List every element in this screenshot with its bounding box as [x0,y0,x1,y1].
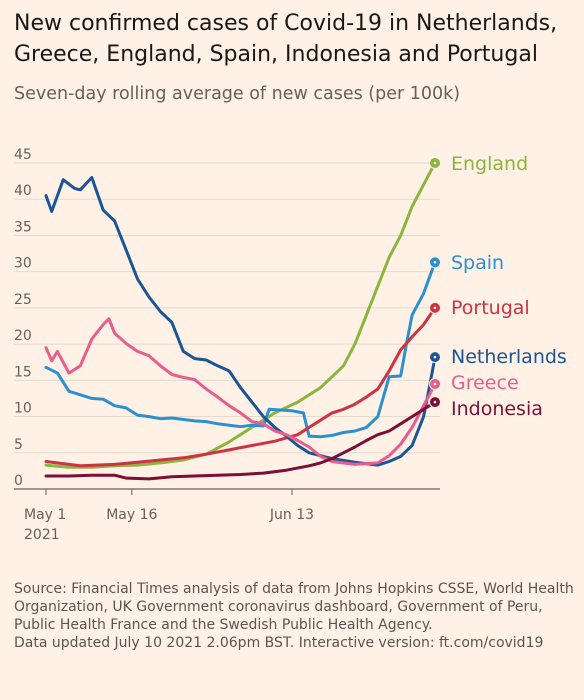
x-tick-label: May 16 [106,507,157,523]
series-line-netherlands [44,176,437,467]
source-text: Source: Financial Times analysis of data… [14,581,574,633]
series-label-portugal: Portugal [451,297,530,319]
x-tick-label: May 1 [24,507,66,523]
y-tick-label: 0 [14,473,23,489]
end-marker-dot [433,400,437,404]
series-line-greece [44,317,437,466]
series-label-indonesia: Indonesia [451,398,543,420]
x-tick-sublabel: 2021 [24,527,60,543]
y-tick-label: 35 [14,219,32,235]
end-marker-dot [433,260,437,264]
series-label-netherlands: Netherlands [451,346,567,368]
y-tick-label: 5 [14,437,23,453]
y-tick-label: 25 [14,292,32,308]
y-tick-label: 30 [14,256,32,272]
line-chart: 0 5 10 15 20 25 30 35 40 45 May 1 2021 May 16 Jun 13 E… [14,147,567,543]
series-line-indonesia [44,400,437,481]
end-marker-dot [433,382,437,386]
y-tick-label: 40 [14,183,32,199]
series-line-spain [44,260,437,439]
y-tick-label: 10 [14,401,32,417]
series-line-portugal [44,306,437,468]
end-marker-dot [433,355,437,359]
end-marker-dot [433,306,437,310]
x-tick-label: Jun 13 [269,507,314,523]
series-label-england: England [451,153,528,175]
y-tick-label: 20 [14,328,32,344]
series-label-spain: Spain [451,252,504,274]
chart-subtitle: Seven-day rolling average of new cases (… [14,84,461,104]
series-line-england [44,161,437,469]
y-tick-label: 15 [14,364,32,380]
end-marker-dot [433,161,437,165]
y-tick-label: 45 [14,147,32,163]
chart-title: New confirmed cases of Covid-19 in Nethe… [14,11,558,67]
data-updated-text: Data updated July 10 2021 2.06pm BST. In… [14,635,544,651]
source-note: Source: Financial Times analysis of data… [14,580,574,652]
series-label-greece: Greece [451,372,519,394]
